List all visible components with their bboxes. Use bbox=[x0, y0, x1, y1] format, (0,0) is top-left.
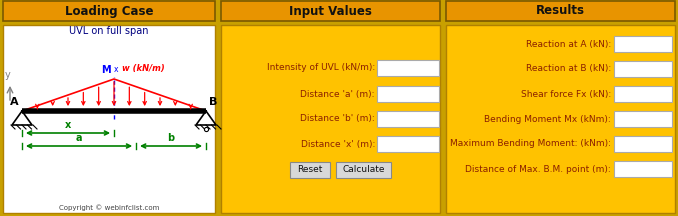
Text: Distance 'b' (m):: Distance 'b' (m): bbox=[300, 114, 375, 124]
Text: Input Values: Input Values bbox=[289, 5, 372, 17]
Text: Shear force Fx (kN):: Shear force Fx (kN): bbox=[521, 89, 611, 98]
Text: x: x bbox=[114, 65, 119, 74]
Bar bbox=[614, 136, 672, 152]
Text: Intensity of UVL (kN/m):: Intensity of UVL (kN/m): bbox=[266, 64, 375, 73]
Text: Bending Moment Mx (kNm):: Bending Moment Mx (kNm): bbox=[484, 114, 611, 124]
Text: Results: Results bbox=[536, 5, 585, 17]
Bar bbox=[290, 162, 330, 178]
Bar bbox=[614, 161, 672, 177]
Text: Calculate: Calculate bbox=[342, 165, 384, 175]
Bar bbox=[446, 25, 675, 213]
Text: A: A bbox=[10, 97, 19, 107]
Text: B: B bbox=[209, 97, 218, 107]
Bar bbox=[377, 136, 439, 152]
Text: UVL on full span: UVL on full span bbox=[69, 26, 148, 36]
Text: b: b bbox=[167, 133, 175, 143]
Bar bbox=[614, 36, 672, 52]
Text: Reset: Reset bbox=[298, 165, 323, 175]
Bar bbox=[3, 25, 215, 213]
Text: Loading Case: Loading Case bbox=[65, 5, 153, 17]
Text: Reaction at A (kN):: Reaction at A (kN): bbox=[525, 40, 611, 49]
Bar bbox=[221, 1, 440, 21]
Text: Reaction at B (kN):: Reaction at B (kN): bbox=[525, 65, 611, 73]
Bar bbox=[377, 111, 439, 127]
Text: x: x bbox=[65, 120, 71, 130]
Bar bbox=[446, 1, 675, 21]
Text: Copyright © webinfclist.com: Copyright © webinfclist.com bbox=[59, 205, 159, 211]
Bar bbox=[614, 111, 672, 127]
Bar bbox=[377, 60, 439, 76]
Text: M: M bbox=[102, 65, 111, 75]
Text: a: a bbox=[76, 133, 82, 143]
Bar bbox=[336, 162, 391, 178]
Text: w (kN/m): w (kN/m) bbox=[122, 65, 165, 73]
Bar bbox=[221, 25, 440, 213]
Text: Distance 'a' (m):: Distance 'a' (m): bbox=[300, 89, 375, 98]
Bar bbox=[614, 86, 672, 102]
Bar bbox=[614, 61, 672, 77]
Bar bbox=[377, 86, 439, 102]
Text: Distance of Max. B.M. point (m):: Distance of Max. B.M. point (m): bbox=[465, 165, 611, 173]
Text: y: y bbox=[5, 70, 11, 80]
Text: Distance 'x' (m):: Distance 'x' (m): bbox=[300, 140, 375, 149]
Bar bbox=[3, 1, 215, 21]
Text: Maximum Bending Moment: (kNm):: Maximum Bending Moment: (kNm): bbox=[450, 140, 611, 149]
